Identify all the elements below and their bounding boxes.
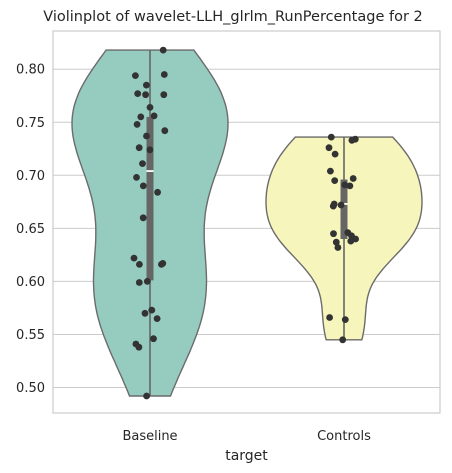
data-point xyxy=(139,214,147,222)
data-point xyxy=(150,112,158,120)
data-point xyxy=(135,144,143,152)
data-point xyxy=(133,121,141,128)
data-point xyxy=(331,150,339,158)
data-point xyxy=(327,167,334,175)
data-point xyxy=(143,278,151,285)
data-point xyxy=(325,144,333,152)
x-tick-label: Baseline xyxy=(122,429,177,444)
x-axis-title: target xyxy=(225,448,268,464)
chart-title: Violinplot of wavelet-LLH_glrlm_RunPerce… xyxy=(43,9,423,25)
data-point xyxy=(326,314,333,321)
data-point xyxy=(141,309,149,317)
data-point xyxy=(150,335,157,343)
y-tick-labels: 0.50 0.55 0.60 0.65 0.70 0.75 0.80 xyxy=(16,63,45,396)
y-tick-label: 0.55 xyxy=(16,328,45,343)
data-point xyxy=(146,104,154,111)
data-point xyxy=(332,238,340,246)
data-point xyxy=(158,261,165,268)
y-tick-label: 0.75 xyxy=(16,116,45,131)
iqr-box-baseline xyxy=(146,116,154,281)
data-point xyxy=(135,279,143,286)
data-point xyxy=(146,146,154,154)
data-point xyxy=(348,136,356,144)
data-point xyxy=(347,237,355,245)
data-point xyxy=(143,392,151,400)
data-point xyxy=(139,182,147,190)
data-point xyxy=(334,244,342,251)
data-point xyxy=(148,306,156,314)
data-point xyxy=(136,261,143,268)
data-point xyxy=(130,254,138,262)
data-point xyxy=(337,201,345,209)
y-tick-label: 0.60 xyxy=(16,275,45,290)
data-point xyxy=(137,113,145,121)
data-point xyxy=(329,202,337,210)
violin-bodies xyxy=(71,49,423,397)
x-tick-labels: Baseline Controls xyxy=(122,429,371,444)
data-point xyxy=(143,132,150,140)
y-tick-label: 0.50 xyxy=(16,381,45,396)
data-point xyxy=(161,127,169,135)
data-point xyxy=(349,175,357,182)
data-point xyxy=(339,336,347,344)
data-point xyxy=(346,182,354,190)
data-point xyxy=(341,316,349,323)
data-point xyxy=(160,91,168,99)
data-points xyxy=(130,46,359,400)
data-point xyxy=(132,72,139,79)
y-tick-label: 0.70 xyxy=(16,169,45,184)
data-point xyxy=(341,181,349,189)
data-point xyxy=(331,177,339,185)
data-point xyxy=(159,46,167,54)
data-point xyxy=(134,90,142,97)
x-tick-label: Controls xyxy=(317,429,371,444)
data-point xyxy=(327,133,335,141)
data-point xyxy=(330,230,337,238)
data-point xyxy=(153,315,161,322)
y-tick-label: 0.80 xyxy=(16,63,45,78)
plot-frame xyxy=(52,30,441,414)
data-point xyxy=(135,343,143,351)
data-point xyxy=(154,188,162,196)
iqr-box-controls xyxy=(340,179,348,239)
data-point xyxy=(143,81,150,89)
data-point xyxy=(133,174,140,181)
data-point xyxy=(142,91,150,99)
data-point xyxy=(139,160,146,168)
y-tick-label: 0.65 xyxy=(16,222,45,237)
data-point xyxy=(160,71,168,78)
